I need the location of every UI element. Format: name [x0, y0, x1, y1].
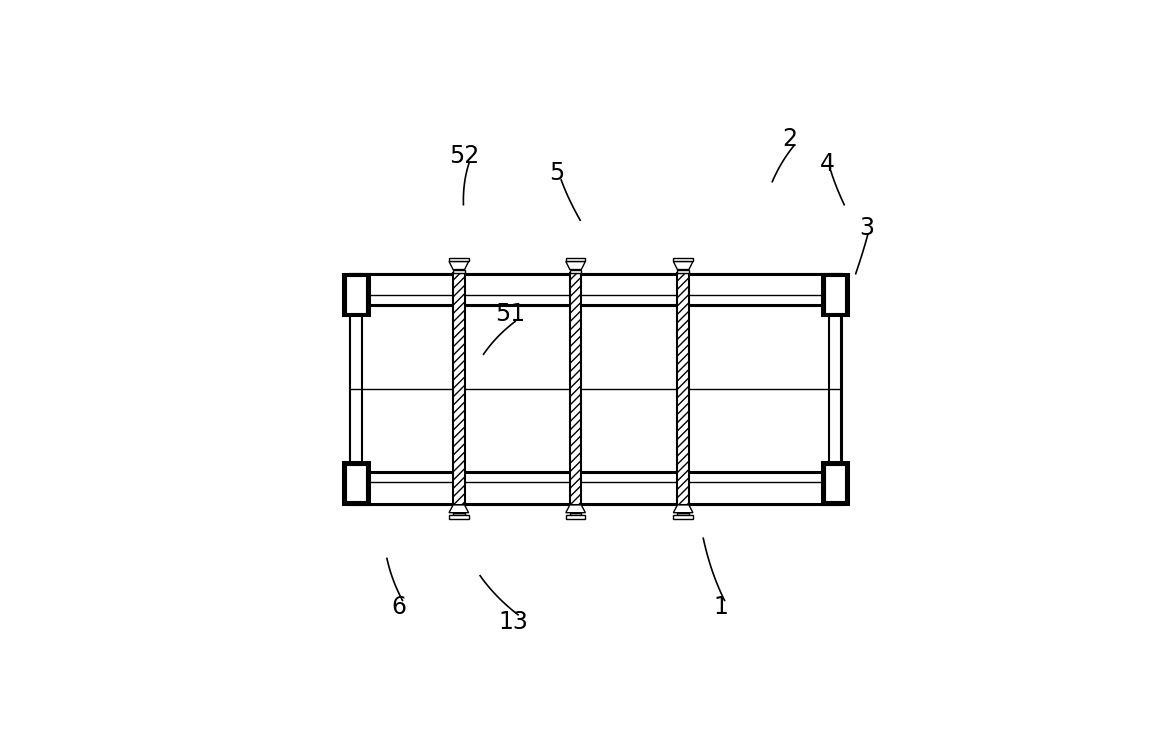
Text: 52: 52	[450, 143, 480, 168]
Bar	[350, 273, 841, 306]
Bar	[829, 273, 841, 503]
Text: 5: 5	[549, 161, 564, 185]
Bar	[825, 465, 845, 501]
Bar	[677, 512, 688, 515]
Polygon shape	[449, 505, 468, 512]
Bar	[453, 273, 465, 505]
Text: 51: 51	[496, 302, 526, 326]
Text: 6: 6	[391, 595, 406, 619]
Bar	[823, 462, 847, 503]
Polygon shape	[673, 505, 693, 512]
Bar	[343, 462, 369, 503]
Polygon shape	[566, 261, 585, 270]
Bar	[825, 276, 845, 313]
Text: 13: 13	[498, 610, 529, 633]
Bar	[566, 515, 585, 518]
Bar	[570, 512, 582, 515]
Bar	[345, 465, 366, 501]
Bar	[823, 273, 847, 315]
Bar	[345, 276, 366, 313]
Bar	[343, 273, 369, 315]
Bar	[350, 472, 841, 503]
Polygon shape	[449, 261, 468, 270]
Bar	[677, 273, 688, 505]
Bar	[566, 258, 585, 261]
Text: 1: 1	[713, 595, 728, 619]
Bar	[350, 273, 841, 503]
Bar	[449, 515, 468, 518]
Bar	[449, 258, 468, 261]
Polygon shape	[673, 261, 693, 270]
Bar	[453, 270, 465, 273]
Text: 2: 2	[782, 126, 797, 151]
Bar	[350, 273, 362, 503]
Bar	[673, 515, 693, 518]
Polygon shape	[566, 505, 585, 512]
Bar	[570, 273, 582, 505]
Bar	[677, 270, 688, 273]
Text: 3: 3	[860, 216, 875, 240]
Bar	[570, 270, 582, 273]
Bar	[673, 258, 693, 261]
Text: 4: 4	[819, 152, 834, 176]
Bar	[453, 512, 465, 515]
